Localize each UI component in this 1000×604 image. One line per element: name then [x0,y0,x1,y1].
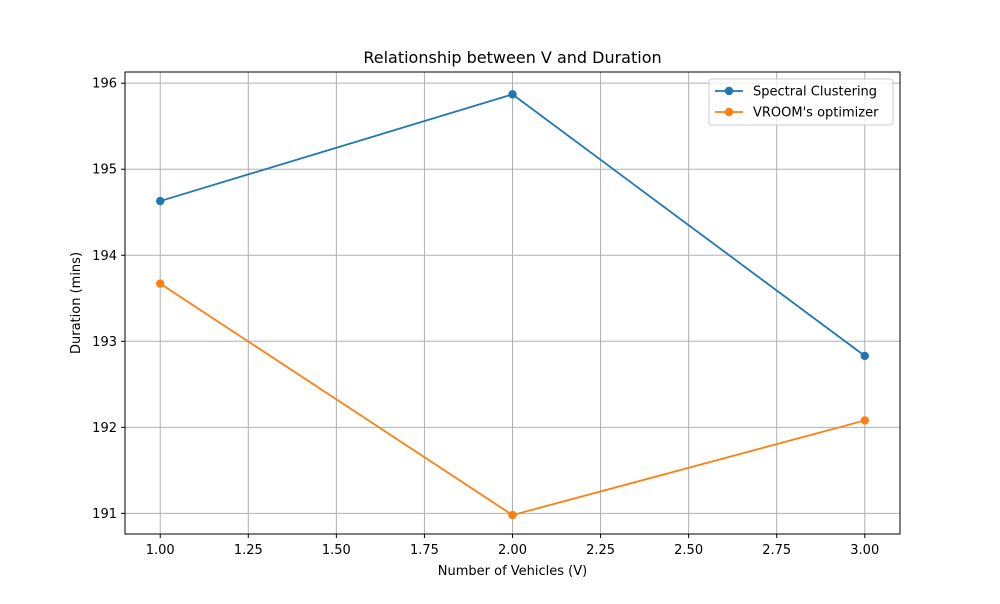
data-point-vroom-s-optimizer [860,416,869,425]
x-tick-label: 2.50 [674,543,703,558]
x-tick-label: 3.00 [850,543,879,558]
legend-item: VROOM's optimizer [715,106,879,121]
series-spectral-clustering [156,90,869,361]
legend-marker [724,86,734,96]
x-axis-label: Number of Vehicles (V) [438,564,587,579]
series-group [156,90,869,520]
x-tick-label: 1.75 [410,543,439,558]
x-tick-label: 2.00 [498,543,527,558]
data-point-spectral-clustering [156,196,165,206]
x-tick-label: 1.25 [234,543,263,558]
data-point-vroom-s-optimizer [156,279,165,288]
legend-marker [724,107,734,117]
legend-label: Spectral Clustering [753,85,877,100]
y-tick-label: 191 [92,507,117,522]
x-tick-label: 2.25 [586,543,615,558]
series-vroom-s-optimizer [156,279,869,520]
x-tick-label: 1.50 [322,543,351,558]
axis-ticks: 1.00 1.25 1.50 1.75 2.00 2.25 2.50 2.75 3.00 191 1… [92,77,879,558]
y-tick-label: 194 [92,249,117,264]
legend-box [708,78,894,126]
legend-label: VROOM's optimizer [753,106,879,121]
legend-item: Spectral Clustering [715,85,877,100]
y-axis-label: Duration (mins) [69,252,84,354]
data-point-spectral-clustering [508,90,517,99]
y-tick-label: 195 [92,163,117,178]
chart-title: Relationship between V and Duration [363,48,661,67]
y-tick-label: 192 [92,421,117,436]
data-point-vroom-s-optimizer [508,510,517,520]
x-tick-label: 2.75 [762,543,791,558]
y-tick-label: 196 [92,77,117,92]
x-tick-label: 1.00 [146,543,175,558]
y-tick-label: 193 [92,335,117,350]
legend: Spectral Clustering VROOM's optimizer [708,78,894,126]
data-point-spectral-clustering [860,351,869,361]
